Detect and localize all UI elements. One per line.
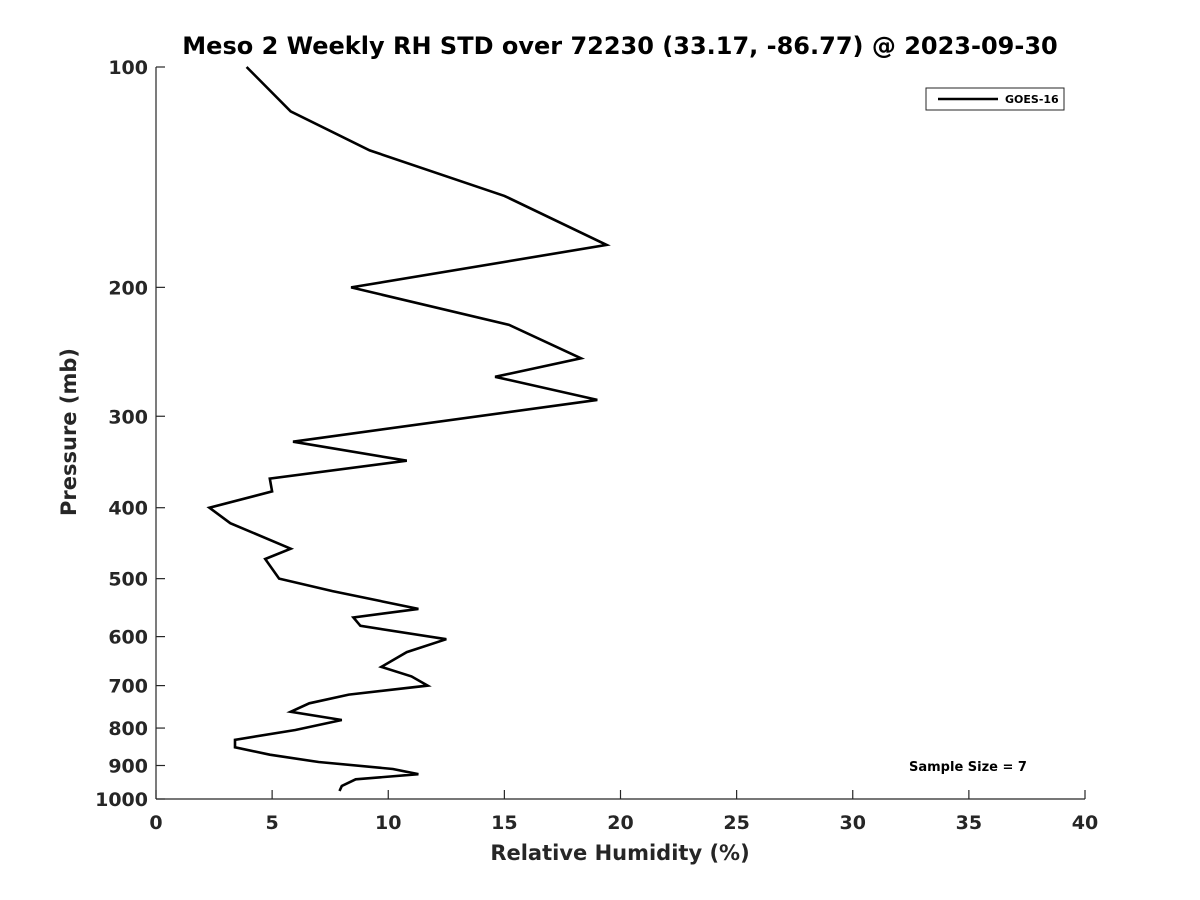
- y-tick-label-1: 200: [108, 277, 148, 299]
- y-axis-label: Pressure (mb): [57, 348, 81, 516]
- y-tick-label-6: 700: [108, 676, 148, 698]
- x-tick-label-3: 15: [491, 812, 517, 834]
- legend: GOES-16: [925, 87, 1065, 111]
- x-axis-label: Relative Humidity (%): [490, 841, 749, 865]
- x-tick-label-5: 25: [723, 812, 749, 834]
- x-tick-label-6: 30: [840, 812, 866, 834]
- y-tick-label-9: 1000: [95, 789, 148, 811]
- series-line-goes-16: [206, 66, 611, 792]
- x-tick-label-0: 0: [149, 812, 162, 834]
- series-layer: [206, 66, 611, 792]
- x-axis-ticks: 0 5 10 15 20 25 30 35 40: [149, 790, 1098, 834]
- y-tick-label-2: 300: [108, 406, 148, 428]
- plot-axes: [155, 67, 1085, 800]
- x-tick-label-7: 35: [956, 812, 982, 834]
- legend-label-goes16: GOES-16: [1005, 93, 1059, 106]
- x-tick-label-4: 20: [607, 812, 633, 834]
- y-tick-label-0: 100: [108, 57, 148, 79]
- chart-title: Meso 2 Weekly RH STD over 72230 (33.17, …: [182, 32, 1057, 60]
- y-tick-label-3: 400: [108, 498, 148, 520]
- y-tick-label-4: 500: [108, 569, 148, 591]
- sample-size-annotation: Sample Size = 7: [909, 760, 1027, 775]
- y-tick-label-5: 600: [108, 627, 148, 649]
- x-tick-label-2: 10: [375, 812, 401, 834]
- x-tick-label-8: 40: [1072, 812, 1098, 834]
- y-tick-label-7: 800: [108, 718, 148, 740]
- y-axis-ticks: 100 200 300 400 500 600 700 800 900 1000: [95, 57, 165, 811]
- x-tick-label-1: 5: [266, 812, 279, 834]
- y-tick-label-8: 900: [108, 756, 148, 778]
